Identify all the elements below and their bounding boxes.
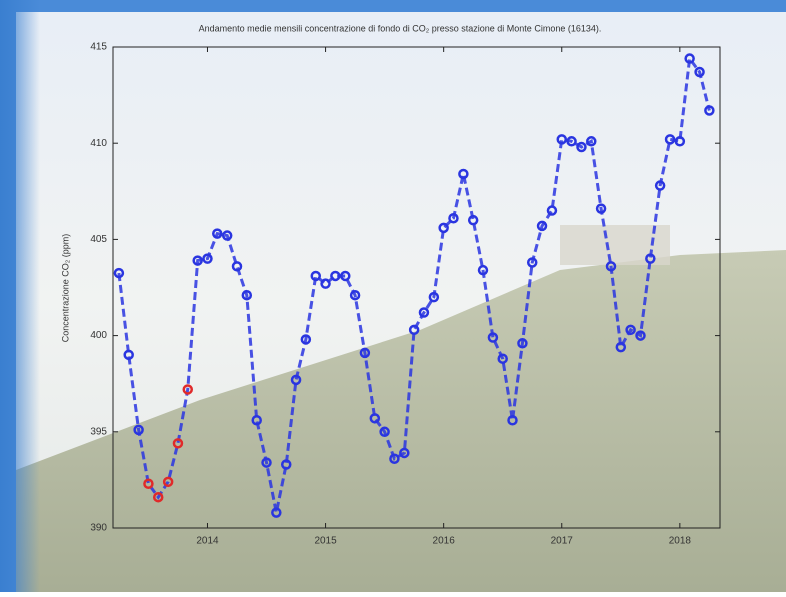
data-point — [192, 255, 203, 266]
data-point — [349, 289, 361, 301]
data-point — [654, 180, 666, 191]
data-point — [133, 424, 144, 436]
data-point — [635, 330, 646, 341]
data-point — [241, 289, 253, 301]
data-line — [117, 54, 711, 513]
data-point — [595, 203, 607, 214]
data-point — [280, 459, 292, 470]
data-point — [113, 267, 125, 279]
data-point — [182, 384, 194, 395]
data-point — [684, 53, 695, 64]
data-point — [251, 415, 262, 426]
data-point — [497, 353, 508, 364]
data-point — [467, 214, 479, 226]
data-point — [546, 205, 558, 216]
x-tick-label: 2015 — [314, 536, 337, 547]
data-point — [448, 212, 459, 224]
photo-edge — [0, 0, 40, 592]
x-tick-label: 2016 — [433, 536, 456, 547]
data-point — [290, 374, 302, 386]
data-point — [320, 278, 331, 289]
data-point — [379, 426, 390, 438]
data-point — [458, 168, 469, 180]
chart-title: Andamento medie mensili concentrazione d… — [199, 23, 602, 33]
data-point — [487, 332, 499, 343]
y-tick-label: 400 — [90, 330, 107, 341]
y-axis-label: Concentrazione CO₂ (ppm) — [60, 234, 70, 343]
data-point — [231, 261, 243, 272]
data-point — [330, 270, 341, 282]
data-point — [566, 136, 577, 147]
data-point — [221, 230, 233, 241]
data-point — [576, 141, 587, 153]
data-point — [143, 478, 154, 489]
data-point — [271, 507, 282, 518]
data-point — [359, 347, 371, 359]
data-point — [704, 105, 715, 116]
x-tick-label: 2018 — [669, 536, 692, 547]
data-point — [694, 66, 705, 78]
data-point — [202, 253, 213, 264]
data-point — [340, 270, 351, 282]
data-point — [526, 257, 538, 268]
x-tick-label: 2014 — [196, 536, 219, 547]
data-point — [615, 341, 627, 353]
data-point — [300, 334, 312, 345]
y-tick-label: 405 — [90, 234, 107, 245]
data-point — [645, 253, 656, 264]
y-tick-label: 410 — [90, 138, 107, 149]
data-point — [477, 264, 489, 276]
data-point — [261, 457, 272, 468]
data-point — [664, 134, 676, 145]
data-point — [418, 307, 430, 318]
data-point — [625, 324, 636, 336]
data-point — [438, 222, 449, 234]
data-point — [212, 228, 223, 239]
data-point — [369, 413, 381, 424]
data-point — [310, 270, 322, 282]
plot-frame — [112, 46, 721, 529]
data-point — [123, 349, 134, 361]
data-point — [408, 324, 420, 336]
data-point — [172, 438, 184, 449]
data-point — [428, 291, 440, 303]
data-point — [507, 415, 518, 426]
data-point — [605, 261, 617, 272]
data-point — [674, 136, 686, 147]
y-tick-label: 395 — [90, 426, 107, 437]
data-point — [517, 338, 528, 349]
y-tick-label: 390 — [90, 523, 107, 534]
photo-hill — [16, 250, 786, 592]
data-point — [152, 491, 164, 503]
data-point — [389, 453, 400, 464]
data-point — [586, 136, 597, 147]
data-point — [399, 447, 410, 459]
y-tick-label: 415 — [90, 42, 107, 53]
data-point — [162, 476, 174, 488]
data-point — [556, 134, 568, 145]
data-point — [536, 220, 548, 232]
x-tick-label: 2017 — [551, 536, 574, 547]
